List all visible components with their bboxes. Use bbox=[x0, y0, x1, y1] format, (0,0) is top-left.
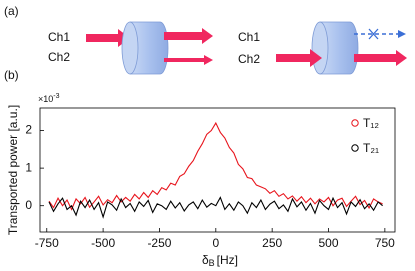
multiplier-base: ×10 bbox=[38, 94, 53, 104]
x-axis-label: δB [Hz] bbox=[202, 253, 238, 268]
channel-label: Ch1 bbox=[238, 30, 260, 44]
diagram-right: Ch1 Ch2 bbox=[238, 21, 407, 75]
x-label-unit: [Hz] bbox=[217, 253, 238, 267]
y-tick-label: 2 bbox=[25, 123, 32, 137]
panel-label: (b) bbox=[4, 68, 19, 82]
arrow bbox=[164, 28, 213, 44]
diagram-left: Ch1 Ch2 bbox=[48, 21, 213, 75]
arrow bbox=[86, 29, 130, 47]
arrowhead bbox=[398, 30, 406, 38]
arrow bbox=[164, 55, 213, 65]
x-label-symbol: δ bbox=[202, 253, 209, 267]
y-tick-label: 0 bbox=[25, 198, 32, 212]
plot-frame bbox=[39, 107, 396, 233]
panel-label: (a) bbox=[4, 4, 19, 18]
arrow bbox=[354, 50, 407, 66]
x-tick-label: -500 bbox=[91, 236, 115, 250]
series-line bbox=[48, 121, 383, 211]
channel-label: Ch2 bbox=[48, 50, 70, 64]
legend-label: T₂₁ bbox=[363, 141, 379, 155]
block-cross bbox=[368, 28, 379, 40]
channel-label: Ch2 bbox=[238, 52, 260, 66]
legend-label: T₁₂ bbox=[363, 116, 379, 130]
y-multiplier: ×10-3 bbox=[38, 93, 60, 105]
isolator-face bbox=[311, 21, 329, 75]
isolator-face bbox=[121, 21, 139, 75]
plot: -750 -500 -250 0 250 500 750 0 1 2 T₁₂ T₂₁ bbox=[25, 107, 396, 250]
legend-marker bbox=[351, 119, 359, 127]
x-tick-label: 0 bbox=[212, 236, 219, 250]
isolator bbox=[129, 21, 169, 75]
x-tick-label: 750 bbox=[375, 236, 395, 250]
x-tick-label: 500 bbox=[318, 236, 338, 250]
x-tick-label: -250 bbox=[147, 236, 171, 250]
y-tick-label: 1 bbox=[25, 160, 32, 174]
x-label-subscript: B bbox=[209, 258, 215, 268]
legend-marker bbox=[351, 144, 359, 152]
isolator bbox=[319, 21, 359, 75]
x-tick-label: -750 bbox=[35, 236, 59, 250]
channel-label: Ch1 bbox=[48, 30, 70, 44]
y-axis-label: Transported power [a.u.] bbox=[6, 105, 20, 235]
series-line bbox=[48, 196, 383, 219]
x-tick-label: 250 bbox=[262, 236, 282, 250]
arrow bbox=[276, 49, 322, 67]
multiplier-exponent: -3 bbox=[53, 93, 59, 100]
